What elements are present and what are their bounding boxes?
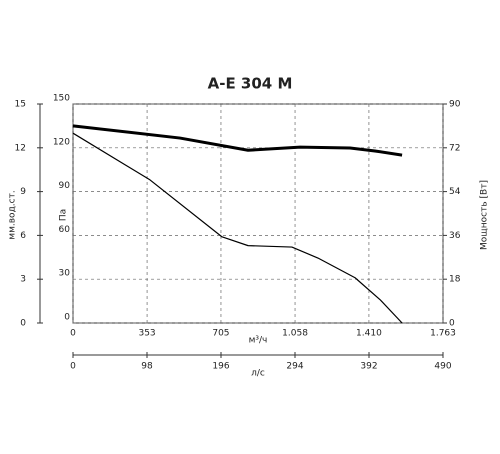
y-tick-label: 30 <box>59 269 71 279</box>
y-tick-label: 150 <box>53 94 70 104</box>
y2-tick-label: 90 <box>449 100 461 110</box>
x-tick-label: 1.410 <box>356 329 382 339</box>
y2-tick-label: 18 <box>449 275 461 285</box>
x2-axis-label: л/с <box>251 369 265 379</box>
y3-tick-label: 3 <box>20 275 26 285</box>
x2-tick-label: 392 <box>360 362 377 372</box>
plot-frame <box>72 103 444 324</box>
y2-tick-label: 36 <box>449 231 461 241</box>
x2-tick-label: 294 <box>286 362 303 372</box>
x-tick-label: 1.763 <box>430 329 456 339</box>
y-axis-label: Па <box>59 209 69 221</box>
x-axis-label: м³/ч <box>249 336 268 346</box>
y2-tick-label: 54 <box>449 187 461 197</box>
x2-tick-label: 98 <box>141 362 153 372</box>
chart-title: A-E 304 M <box>208 75 293 93</box>
x-tick-label: 0 <box>70 329 76 339</box>
y-tick-label: 120 <box>53 137 70 147</box>
y2-tick-label: 72 <box>449 143 460 153</box>
y2-tick-label: 0 <box>449 319 455 329</box>
y3-tick-label: 12 <box>15 143 26 153</box>
series-line <box>72 132 403 324</box>
y3-axis-label: мм.вод.ст. <box>8 190 18 239</box>
y3-tick-label: 6 <box>20 231 26 241</box>
x-tick-label: 1.058 <box>282 329 308 339</box>
x2-tick-label: 490 <box>434 362 451 372</box>
y3-tick-label: 0 <box>20 319 26 329</box>
y-tick-label: 90 <box>59 181 71 191</box>
y-tick-label: 60 <box>59 225 71 235</box>
y-tick-label: 0 <box>64 313 70 323</box>
x2-tick-label: 0 <box>70 362 76 372</box>
y3-tick-label: 9 <box>20 187 26 197</box>
series-line <box>72 124 403 157</box>
y2-axis-label: Мощность [Вт] <box>480 180 490 250</box>
x2-tick-label: 196 <box>212 362 229 372</box>
x-tick-label: 705 <box>212 329 229 339</box>
y3-tick-label: 15 <box>15 100 26 110</box>
x-tick-label: 353 <box>138 329 155 339</box>
